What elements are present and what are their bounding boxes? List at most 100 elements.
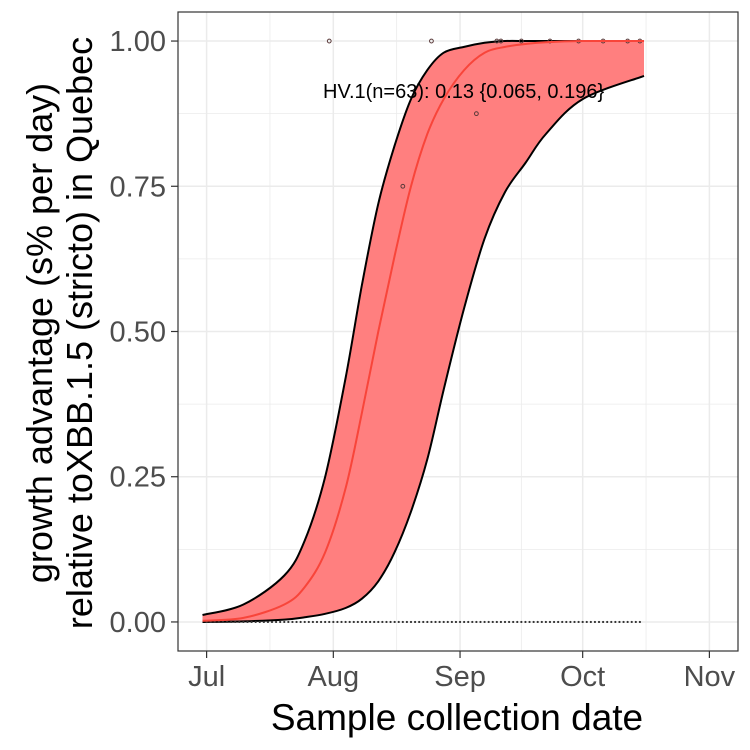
observed-point-zero bbox=[589, 620, 592, 624]
observed-point-zero bbox=[225, 620, 229, 624]
observed-point-zero bbox=[495, 620, 498, 624]
observed-point-zero bbox=[434, 620, 437, 624]
observed-point-zero bbox=[319, 620, 323, 624]
observed-point-zero bbox=[544, 620, 547, 624]
observed-point-zero bbox=[622, 620, 625, 624]
observed-point-zero bbox=[213, 620, 216, 624]
observed-point-zero bbox=[593, 620, 597, 624]
observed-point-zero bbox=[602, 620, 605, 624]
observed-point-zero bbox=[283, 620, 286, 624]
band-area bbox=[202, 40, 644, 622]
observed-point-zero bbox=[348, 620, 351, 624]
observed-point-zero bbox=[577, 620, 580, 624]
observed-point-zero bbox=[340, 620, 343, 624]
observed-point-zero bbox=[250, 620, 253, 624]
observed-point-zero bbox=[418, 620, 421, 624]
observed-point-zero bbox=[246, 620, 249, 624]
observed-point-zero bbox=[405, 620, 409, 624]
observed-point-zero bbox=[356, 620, 359, 624]
observed-point-zero bbox=[442, 620, 445, 624]
x-tick-label: Nov bbox=[684, 661, 736, 693]
observed-point-zero bbox=[438, 620, 441, 624]
observed-point-zero bbox=[557, 620, 560, 624]
observed-point-zero bbox=[230, 620, 233, 624]
observed-point-zero bbox=[299, 620, 302, 624]
observed-point-zero bbox=[471, 620, 474, 624]
band-upper-edge bbox=[202, 39, 644, 616]
observed-point-zero bbox=[626, 620, 629, 624]
observed-point-zero bbox=[475, 620, 478, 624]
observed-point-zero bbox=[311, 620, 314, 624]
observed-point-zero bbox=[303, 620, 306, 624]
observed-point-zero bbox=[450, 620, 453, 624]
observed-point-zero bbox=[569, 620, 572, 624]
observed-point-zero bbox=[344, 620, 347, 624]
observed-point-zero bbox=[614, 620, 617, 624]
observed-point-zero bbox=[503, 620, 507, 624]
observed-point-zero bbox=[430, 620, 433, 624]
observed-point-zero bbox=[454, 620, 458, 624]
observed-point-zero bbox=[561, 620, 564, 624]
observed-point-zero bbox=[373, 620, 376, 624]
observed-point-zero bbox=[483, 620, 486, 624]
observed-point-zero bbox=[610, 620, 613, 624]
observed-point-zero bbox=[364, 620, 368, 624]
y-axis-title-line-1: growth advantage (s% per day) bbox=[19, 83, 60, 583]
observed-point-zero bbox=[234, 620, 237, 624]
y-tick-label: 0.50 bbox=[110, 317, 166, 349]
observed-point-zero bbox=[536, 620, 539, 624]
observed-point-zero bbox=[479, 620, 482, 624]
y-axis-title: growth advantage (s% per day) relative t… bbox=[19, 37, 100, 629]
observed-point bbox=[498, 38, 504, 44]
observed-point-zero bbox=[409, 620, 413, 624]
observed-point-zero bbox=[491, 620, 494, 624]
x-axis-ticks: Jul Aug Sep Oct Nov bbox=[188, 651, 736, 693]
fit-line bbox=[202, 39, 645, 622]
observed-point-zero bbox=[360, 620, 364, 624]
observed-point-zero bbox=[446, 620, 449, 624]
observed-point-zero bbox=[458, 620, 462, 624]
observed-point-zero bbox=[332, 620, 335, 624]
observed-point-zero bbox=[422, 620, 425, 624]
observed-point-zero bbox=[275, 620, 278, 624]
observed-point-zero bbox=[516, 620, 519, 624]
x-tick-label: Jul bbox=[188, 661, 225, 693]
confidence-band bbox=[202, 39, 645, 623]
observed-point-zero bbox=[638, 620, 641, 624]
observed-point-zero bbox=[385, 620, 388, 624]
observed-points bbox=[205, 38, 643, 624]
observed-point-zero bbox=[548, 620, 552, 624]
observed-point bbox=[429, 38, 434, 44]
y-tick-label: 0.75 bbox=[110, 171, 166, 203]
observed-point-zero bbox=[634, 620, 637, 624]
x-tick-label: Sep bbox=[434, 661, 486, 693]
observed-point-zero bbox=[520, 620, 523, 624]
observed-point-zero bbox=[397, 620, 400, 624]
observed-point-zero bbox=[540, 620, 543, 624]
observed-point-zero bbox=[389, 620, 392, 624]
observed-point-zero bbox=[597, 620, 601, 624]
observed-point-zero bbox=[618, 620, 621, 624]
observed-point-zero bbox=[242, 620, 245, 624]
observed-point-zero bbox=[324, 620, 327, 624]
observed-point-zero bbox=[266, 620, 270, 624]
observed-point bbox=[518, 38, 524, 44]
observed-point-zero bbox=[552, 620, 556, 624]
x-axis-title: Sample collection date bbox=[271, 697, 643, 738]
observed-point-zero bbox=[393, 620, 396, 624]
observed-point-zero bbox=[606, 620, 609, 624]
band-lower-edge bbox=[202, 74, 645, 623]
observed-point-zero bbox=[565, 620, 568, 624]
y-tick-label: 0.25 bbox=[110, 462, 166, 494]
observed-point-zero bbox=[336, 620, 339, 624]
observed-point-zero bbox=[217, 620, 220, 624]
observed-point-zero bbox=[221, 620, 225, 624]
observed-point-zero bbox=[258, 620, 261, 624]
observed-point-zero bbox=[573, 620, 576, 624]
observed-point-zero bbox=[352, 620, 355, 624]
x-tick-label: Aug bbox=[308, 661, 360, 693]
observed-point bbox=[326, 38, 332, 44]
y-tick-label: 1.00 bbox=[110, 26, 166, 58]
observed-point-zero bbox=[467, 620, 470, 624]
